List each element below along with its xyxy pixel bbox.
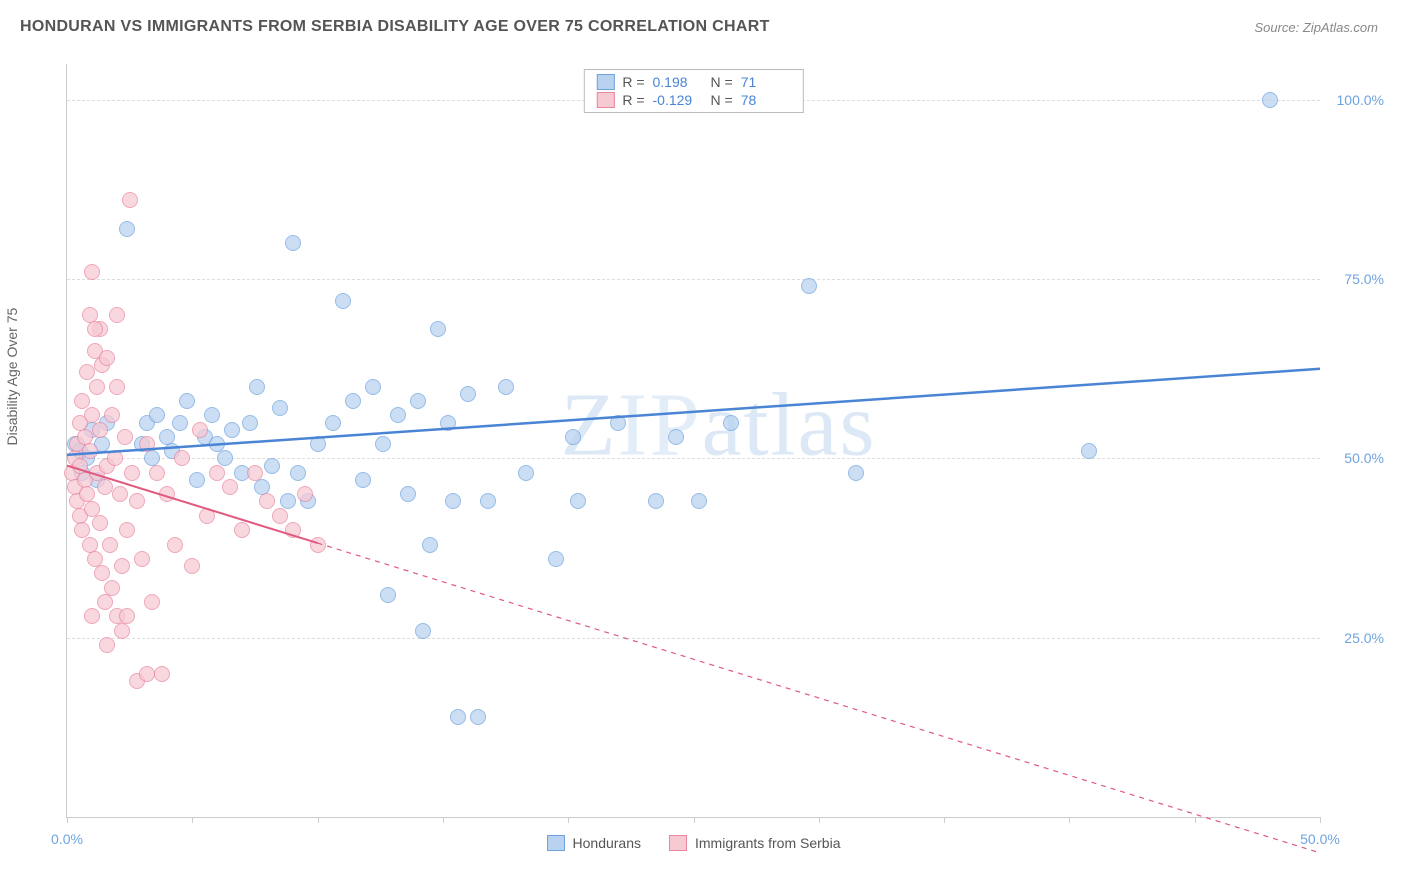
- y-tick-label: 50.0%: [1344, 450, 1384, 466]
- series-legend: Hondurans Immigrants from Serbia: [547, 835, 841, 851]
- stats-legend: R = 0.198 N = 71 R = -0.129 N = 78: [583, 69, 803, 113]
- legend-item-hondurans: Hondurans: [547, 835, 642, 851]
- source-attribution: Source: ZipAtlas.com: [1254, 20, 1378, 35]
- legend-label-serbia: Immigrants from Serbia: [695, 835, 840, 851]
- n-label: N =: [711, 92, 733, 108]
- y-tick-label: 25.0%: [1344, 630, 1384, 646]
- swatch-serbia: [596, 92, 614, 108]
- page-title: HONDURAN VS IMMIGRANTS FROM SERBIA DISAB…: [20, 18, 770, 36]
- y-tick-label: 100.0%: [1337, 92, 1384, 108]
- y-tick-label: 75.0%: [1344, 271, 1384, 287]
- r-value-serbia: -0.129: [653, 92, 703, 108]
- x-tick: [192, 817, 193, 823]
- x-tick: [568, 817, 569, 823]
- y-axis-label: Disability Age Over 75: [4, 308, 20, 446]
- x-tick: [944, 817, 945, 823]
- x-tick-label: 50.0%: [1300, 831, 1340, 847]
- x-tick: [694, 817, 695, 823]
- r-value-hondurans: 0.198: [653, 74, 703, 90]
- x-tick: [443, 817, 444, 823]
- chart-container: Disability Age Over 75 ZIPatlas R = 0.19…: [18, 56, 1388, 874]
- n-value-hondurans: 71: [741, 74, 791, 90]
- stats-row-hondurans: R = 0.198 N = 71: [584, 73, 802, 91]
- n-label: N =: [711, 74, 733, 90]
- x-tick: [1069, 817, 1070, 823]
- swatch-serbia: [669, 835, 687, 851]
- n-value-serbia: 78: [741, 92, 791, 108]
- r-label: R =: [622, 74, 644, 90]
- stats-row-serbia: R = -0.129 N = 78: [584, 91, 802, 109]
- legend-item-serbia: Immigrants from Serbia: [669, 835, 840, 851]
- x-tick-label: 0.0%: [51, 831, 83, 847]
- x-tick: [1320, 817, 1321, 823]
- x-tick: [318, 817, 319, 823]
- source-name: ZipAtlas.com: [1303, 20, 1378, 35]
- swatch-hondurans: [547, 835, 565, 851]
- source-prefix: Source:: [1254, 20, 1302, 35]
- legend-label-hondurans: Hondurans: [573, 835, 642, 851]
- scatter-plot: ZIPatlas R = 0.198 N = 71 R = -0.129 N =…: [66, 64, 1320, 818]
- swatch-hondurans: [596, 74, 614, 90]
- trend-lines: [67, 64, 1320, 817]
- r-label: R =: [622, 92, 644, 108]
- x-tick: [1195, 817, 1196, 823]
- x-tick: [819, 817, 820, 823]
- x-tick: [67, 817, 68, 823]
